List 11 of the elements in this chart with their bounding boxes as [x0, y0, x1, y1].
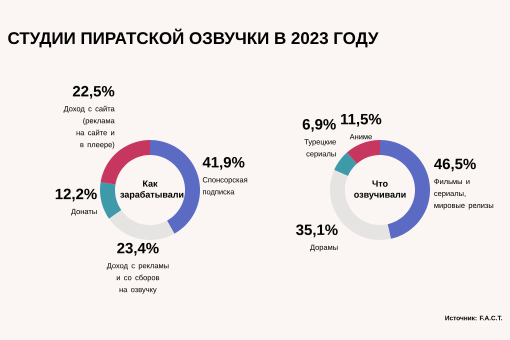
- text: Как зарабатывали: [120, 180, 184, 200]
- text: Что озвучивали: [354, 180, 406, 200]
- data-label: 11,5%: [341, 114, 382, 127]
- data-label: 22,5%: [72, 86, 114, 99]
- data-label: 35,1%: [296, 224, 338, 238]
- data-label: 12,2%: [56, 188, 97, 202]
- chart-title: СТУДИИ ПИРАТСКОЙ ОЗВУЧКИ В 2023 ГОДУ: [8, 28, 379, 48]
- data-label: 23,4%: [117, 242, 159, 256]
- data-label: 46,5%: [434, 158, 476, 172]
- data-label: 6,9%: [302, 119, 336, 132]
- data-label: 41,9%: [202, 156, 244, 170]
